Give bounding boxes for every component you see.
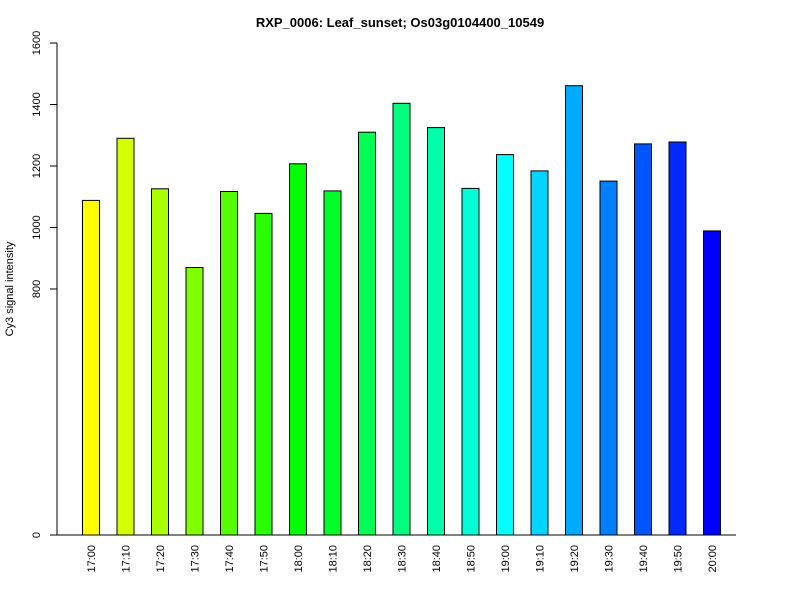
x-tick-label: 17:50 bbox=[259, 545, 271, 573]
chart-title: RXP_0006: Leaf_sunset; Os03g0104400_1054… bbox=[256, 15, 544, 30]
bar bbox=[116, 137, 135, 536]
x-tick-label: 19:20 bbox=[569, 545, 581, 573]
bar bbox=[254, 212, 273, 536]
x-tick-label: 17:10 bbox=[121, 545, 133, 573]
x-tick-label: 19:00 bbox=[500, 545, 512, 573]
x-tick-label: 17:00 bbox=[86, 545, 98, 573]
x-tick-label: 19:50 bbox=[673, 545, 685, 573]
bar bbox=[82, 199, 100, 536]
x-tick-label: 18:00 bbox=[293, 545, 305, 573]
bar bbox=[599, 180, 618, 536]
y-tick-label: 0 bbox=[31, 532, 43, 538]
x-tick-label: 17:40 bbox=[224, 545, 236, 573]
bars-group bbox=[82, 85, 721, 536]
bar bbox=[427, 127, 445, 536]
x-tick-label: 18:20 bbox=[362, 545, 374, 573]
y-tick-label: 800 bbox=[31, 280, 43, 298]
bar bbox=[703, 230, 721, 536]
bar bbox=[220, 191, 238, 536]
y-tick-label: 1400 bbox=[31, 92, 43, 116]
x-tick-label: 20:00 bbox=[707, 545, 719, 573]
y-tick-label: 1200 bbox=[31, 154, 43, 178]
bar bbox=[323, 190, 342, 536]
x-axis: 17:00 17:10 17:20 17:30 17:40 17:50 18:00 18:10… bbox=[57, 534, 736, 573]
bar bbox=[530, 170, 549, 536]
x-tick-label: 18:10 bbox=[328, 545, 340, 573]
bar bbox=[289, 163, 307, 536]
x-tick-label: 17:30 bbox=[190, 545, 202, 573]
x-tick-label: 19:40 bbox=[638, 545, 650, 573]
x-tick-label: 17:20 bbox=[155, 545, 167, 573]
x-tick-label: 19:10 bbox=[535, 545, 547, 573]
x-tick-label: 18:30 bbox=[397, 545, 409, 573]
bar bbox=[185, 267, 204, 536]
bar bbox=[461, 187, 480, 536]
x-tick-label: 18:50 bbox=[466, 545, 478, 573]
bar bbox=[496, 154, 514, 536]
bar bbox=[392, 102, 411, 536]
bar bbox=[668, 141, 687, 536]
bar bbox=[634, 143, 652, 536]
x-tick-label: 19:30 bbox=[604, 545, 616, 573]
bar bbox=[565, 85, 583, 536]
y-tick-label: 1000 bbox=[31, 215, 43, 239]
bar bbox=[151, 188, 169, 536]
y-tick-label: 1600 bbox=[31, 31, 43, 55]
x-tick-label: 18:40 bbox=[431, 545, 443, 573]
bar bbox=[358, 131, 376, 536]
y-axis: 0 800 1000 1200 1400 1600 bbox=[31, 31, 58, 538]
y-axis-label: Cy3 signal intensity bbox=[4, 241, 16, 336]
